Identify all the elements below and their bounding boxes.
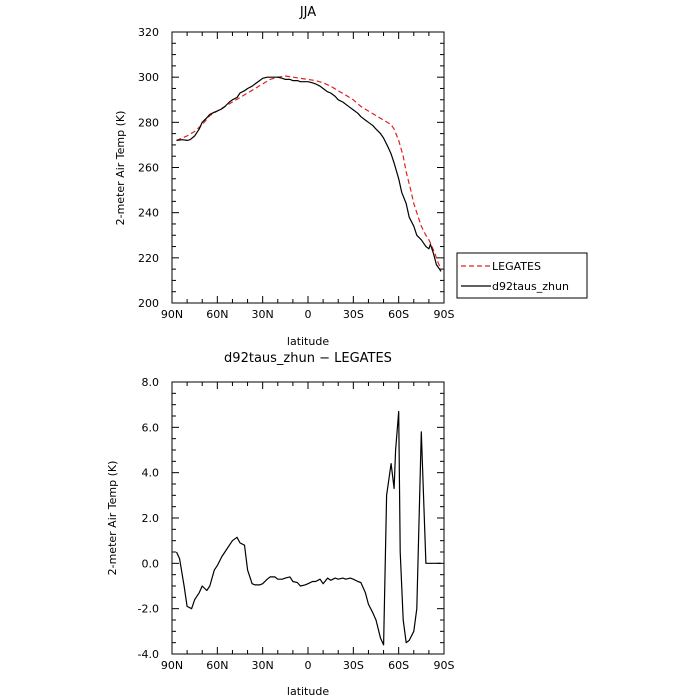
x-tick-label: 30N: [252, 308, 274, 321]
y-tick-label: 320: [138, 26, 159, 39]
x-tick-label: 0: [305, 659, 312, 672]
plot-area: [175, 410, 441, 646]
y-tick-label: 200: [138, 297, 159, 310]
y-axis-label: 2-meter Air Temp (K): [114, 111, 127, 226]
series-line-d92taus-zhun: [176, 76, 442, 272]
x-tick-label: 60N: [206, 308, 228, 321]
x-axis-label: latitude: [287, 685, 329, 698]
y-tick-label: -4.0: [138, 648, 159, 661]
panel-title: JJA: [299, 5, 316, 20]
legend: LEGATES d92taus_zhun: [456, 252, 588, 299]
x-tick-label: 60S: [388, 308, 409, 321]
plot-frame: [171, 31, 445, 304]
x-tick-label: 30N: [252, 659, 274, 672]
y-tick-label: 240: [138, 207, 159, 220]
axis-ticks: 90N 60N 30N 0 30S 60S 90S -4.0 -2.0 0.0 2.0 4.0 6.0 8…: [138, 376, 455, 672]
x-tick-label: 90S: [434, 659, 455, 672]
series-line-legates: [176, 75, 442, 270]
y-tick-label: 220: [138, 252, 159, 265]
x-tick-label: 90N: [161, 659, 183, 672]
legend-box: [456, 252, 588, 299]
x-tick-label: 90S: [434, 308, 455, 321]
x-tick-label: 60S: [388, 659, 409, 672]
y-tick-label: 0.0: [142, 557, 160, 570]
difference-panel: d92taus_zhun − LEGATES 90N 60N 30N 0 30S 60S 9…: [106, 351, 455, 698]
temperature-panel: JJA 90N 60N 30N 0 30S 60S 90S 200 220 240 260 280 30…: [114, 5, 588, 348]
y-tick-label: 6.0: [142, 421, 160, 434]
y-tick-label: -2.0: [138, 603, 159, 616]
x-tick-label: 90N: [161, 308, 183, 321]
legend-label-legates: LEGATES: [492, 260, 541, 273]
y-tick-label: 8.0: [142, 376, 160, 389]
y-tick-label: 280: [138, 116, 159, 129]
panel-title: d92taus_zhun − LEGATES: [224, 351, 392, 366]
legend-label-model: d92taus_zhun: [492, 280, 569, 293]
y-tick-label: 300: [138, 71, 159, 84]
plot-area: [176, 75, 442, 272]
x-tick-label: 0: [305, 308, 312, 321]
y-tick-label: 260: [138, 162, 159, 175]
x-tick-label: 60N: [206, 659, 228, 672]
x-axis-label: latitude: [287, 335, 329, 348]
y-axis-label: 2-meter Air Temp (K): [106, 461, 119, 576]
series-line-difference: [175, 410, 441, 646]
y-tick-label: 4.0: [142, 467, 160, 480]
y-tick-label: 2.0: [142, 512, 160, 525]
axis-ticks: 90N 60N 30N 0 30S 60S 90S 200 220 240 260 280 300 320: [138, 26, 455, 321]
x-tick-label: 30S: [343, 308, 364, 321]
x-tick-label: 30S: [343, 659, 364, 672]
